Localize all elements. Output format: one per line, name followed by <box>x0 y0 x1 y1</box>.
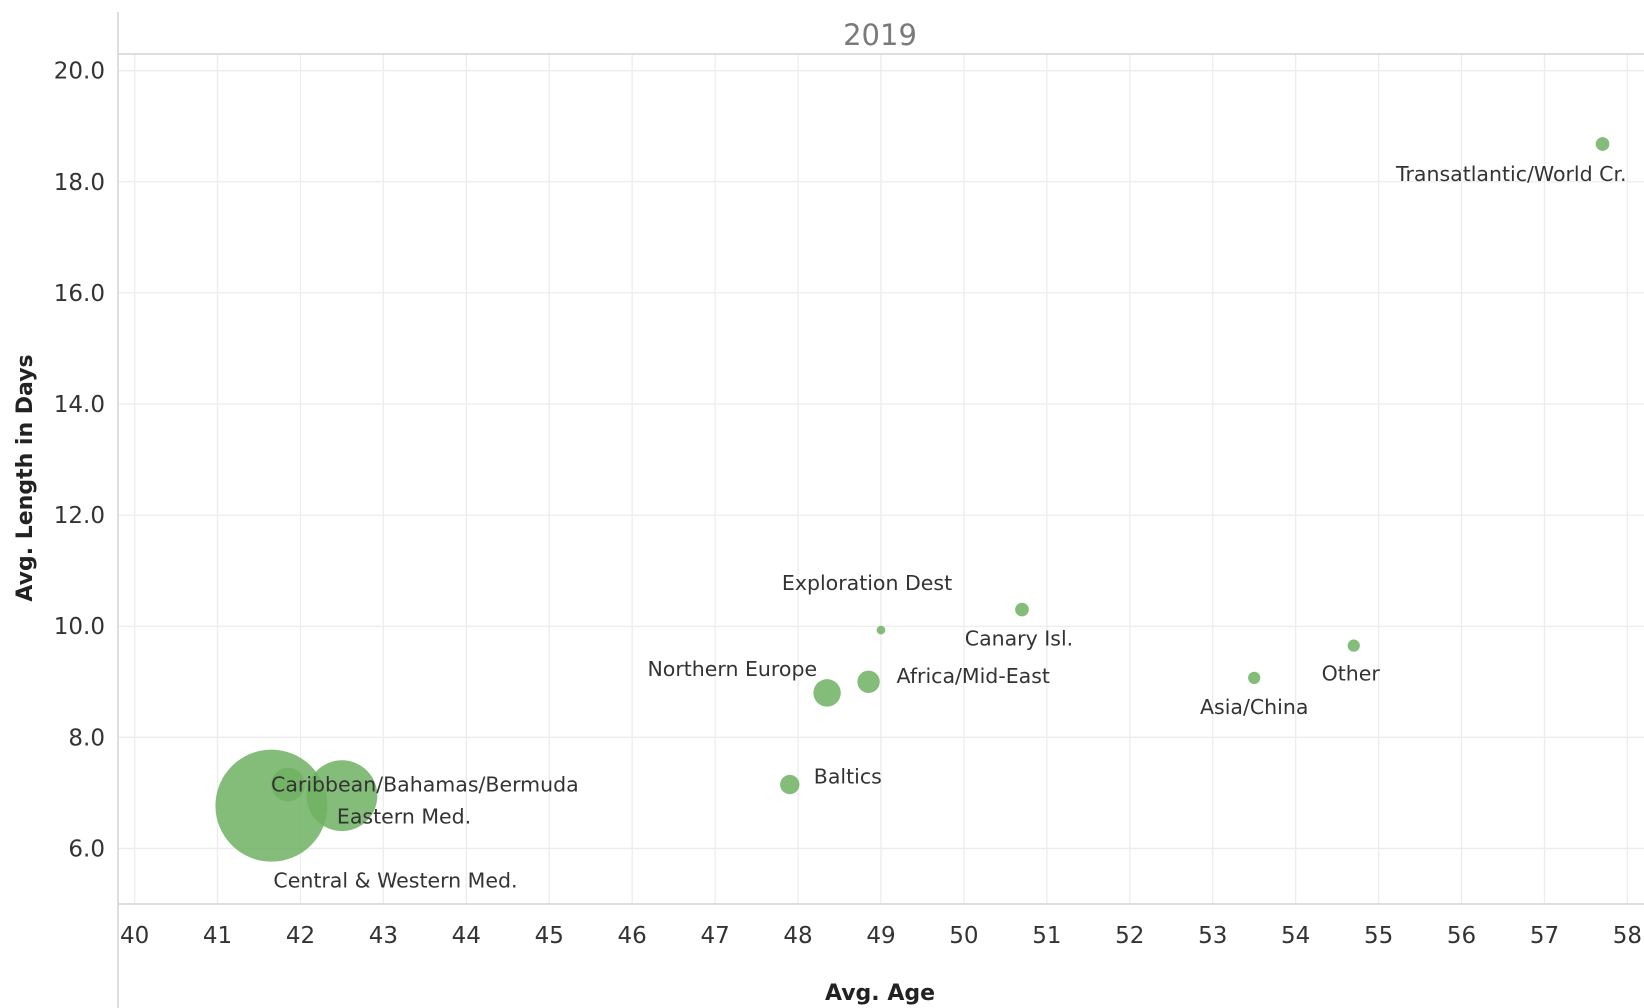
x-tick-label: 42 <box>286 923 315 949</box>
x-tick-label: 50 <box>949 923 978 949</box>
x-tick-label: 40 <box>120 923 149 949</box>
panel-title: 2019 <box>843 18 917 52</box>
x-tick-label: 52 <box>1115 923 1144 949</box>
bubble-label: Eastern Med. <box>337 805 471 829</box>
bubble-label: Central & Western Med. <box>273 869 517 893</box>
x-tick-label: 51 <box>1032 923 1061 949</box>
bubble-label: Northern Europe <box>647 657 817 681</box>
x-tick-label: 57 <box>1530 923 1559 949</box>
x-axis-title: Avg. Age <box>825 981 935 1006</box>
y-tick-label: 8.0 <box>68 725 105 751</box>
x-tick-label: 48 <box>783 923 812 949</box>
y-axis-title: Avg. Length in Days <box>13 354 38 601</box>
x-tick-label: 53 <box>1198 923 1227 949</box>
y-tick-label: 14.0 <box>54 392 105 418</box>
bubble-point[interactable] <box>271 767 305 802</box>
bubble-point[interactable] <box>1015 602 1029 617</box>
y-tick-label: 20.0 <box>54 59 105 85</box>
x-tick-label: 46 <box>618 923 647 949</box>
bubble-label: Canary Isl. <box>965 627 1073 651</box>
y-tick-label: 10.0 <box>54 614 105 640</box>
x-tick-label: 58 <box>1613 923 1642 949</box>
bubble-label: Asia/China <box>1200 695 1308 719</box>
bubble-point[interactable] <box>306 760 378 832</box>
x-axis-ticks: 40 41 42 43 44 45 46 47 48 49 50 51 52 53 54 55 56 57 58 <box>120 923 1642 949</box>
bubble-label: Caribbean/Bahamas/Bermuda <box>271 773 579 797</box>
x-tick-label: 44 <box>452 923 481 949</box>
plot-frame <box>117 12 1644 1008</box>
x-tick-label: 41 <box>203 923 232 949</box>
bubble-point[interactable] <box>780 774 800 795</box>
bubble-point[interactable] <box>857 670 880 693</box>
y-axis-ticks: 6.0 8.0 10.0 12.0 14.0 16.0 18.0 20.0 <box>54 59 105 863</box>
bubble-label: Exploration Dest <box>782 571 952 595</box>
grid-lines <box>118 54 1644 904</box>
bubble-label: Africa/Mid-East <box>897 664 1050 688</box>
bubble-label: Baltics <box>814 765 882 789</box>
bubble-point[interactable] <box>1595 137 1610 151</box>
bubble-point[interactable] <box>1248 671 1261 685</box>
bubble-labels: Central & Western Med. Eastern Med. Caribb… <box>271 162 1627 893</box>
x-tick-label: 45 <box>535 923 564 949</box>
y-tick-label: 12.0 <box>54 503 105 529</box>
x-tick-label: 55 <box>1364 923 1393 949</box>
bubble-point[interactable] <box>813 679 841 707</box>
x-tick-label: 56 <box>1447 923 1476 949</box>
bubbles <box>215 137 1610 862</box>
x-tick-label: 43 <box>369 923 398 949</box>
bubble-point[interactable] <box>876 625 886 635</box>
bubble-label: Transatlantic/World Cr. <box>1395 162 1627 186</box>
x-tick-label: 47 <box>700 923 729 949</box>
bubble-point[interactable] <box>1347 639 1360 652</box>
y-tick-label: 16.0 <box>54 281 105 307</box>
x-tick-label: 49 <box>866 923 895 949</box>
y-tick-label: 6.0 <box>68 836 105 862</box>
y-tick-label: 18.0 <box>54 170 105 196</box>
bubble-label: Other <box>1322 662 1381 686</box>
x-tick-label: 54 <box>1281 923 1310 949</box>
